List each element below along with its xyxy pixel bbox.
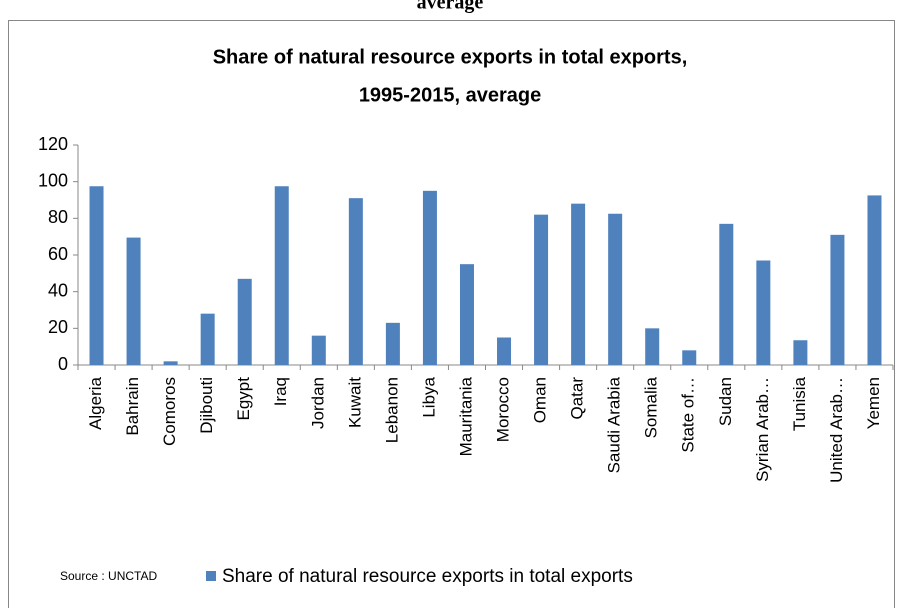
- bar: [534, 214, 549, 365]
- y-tick-label: 120: [38, 134, 68, 154]
- bar: [497, 337, 512, 365]
- bar: [645, 328, 660, 365]
- y-tick-label: 40: [48, 280, 68, 300]
- chart-subtitle: 1995-2015, average: [359, 84, 541, 106]
- x-tick-label: Jordan: [308, 377, 327, 429]
- bar: [867, 195, 882, 365]
- x-tick-label: Egypt: [234, 377, 253, 421]
- x-tick-label: Syrian Arab…: [753, 377, 772, 482]
- y-tick-label: 60: [48, 244, 68, 264]
- x-tick-label: Somalia: [642, 376, 661, 438]
- page-heading: average: [417, 0, 484, 14]
- bar: [459, 264, 474, 365]
- x-tick-label: Yemen: [864, 377, 883, 429]
- legend-swatch: [206, 571, 216, 581]
- y-tick-label: 100: [38, 170, 68, 190]
- bar: [274, 186, 289, 365]
- bar: [571, 203, 586, 365]
- x-tick-label: Djibouti: [197, 377, 216, 434]
- chart-title: Share of natural resource exports in tot…: [213, 46, 688, 68]
- x-tick-label: Comoros: [160, 377, 179, 446]
- bar: [311, 335, 326, 365]
- x-tick-label: Morocco: [494, 377, 513, 442]
- x-tick-label: Kuwait: [345, 377, 364, 428]
- x-tick-label: Qatar: [568, 377, 587, 420]
- x-tick-label: Tunisia: [790, 376, 809, 431]
- bar: [163, 361, 178, 365]
- bar: [89, 186, 104, 365]
- legend-label: Share of natural resource exports in tot…: [222, 566, 633, 587]
- x-tick-label: Mauritania: [456, 376, 475, 456]
- x-tick-label: Lebanon: [382, 377, 401, 443]
- x-tick-label: United Arab…: [827, 377, 846, 483]
- bar: [608, 213, 623, 365]
- y-tick-label: 20: [48, 317, 68, 337]
- source-note: Source : UNCTAD: [60, 569, 157, 583]
- bar: [719, 223, 734, 365]
- y-tick-label: 80: [48, 207, 68, 227]
- x-tick-label: Saudi Arabia: [605, 376, 624, 473]
- bar: [200, 313, 215, 365]
- x-tick-label: Sudan: [716, 377, 735, 426]
- bar: [682, 350, 697, 365]
- x-tick-label: Bahrain: [123, 377, 142, 436]
- bar: [237, 278, 252, 365]
- bar: [830, 234, 845, 365]
- x-tick-label: Iraq: [271, 377, 290, 406]
- bar: [422, 190, 437, 365]
- x-tick-label: Algeria: [86, 376, 105, 429]
- bar: [793, 340, 808, 365]
- x-tick-label: Libya: [419, 376, 438, 417]
- y-tick-label: 0: [58, 354, 68, 374]
- x-tick-label: Oman: [531, 377, 550, 423]
- bar: [348, 198, 363, 365]
- bar: [756, 260, 771, 365]
- bar: [126, 237, 141, 365]
- bar: [385, 322, 400, 365]
- chart-frame: [8, 20, 895, 608]
- x-tick-label: State of…: [679, 377, 698, 453]
